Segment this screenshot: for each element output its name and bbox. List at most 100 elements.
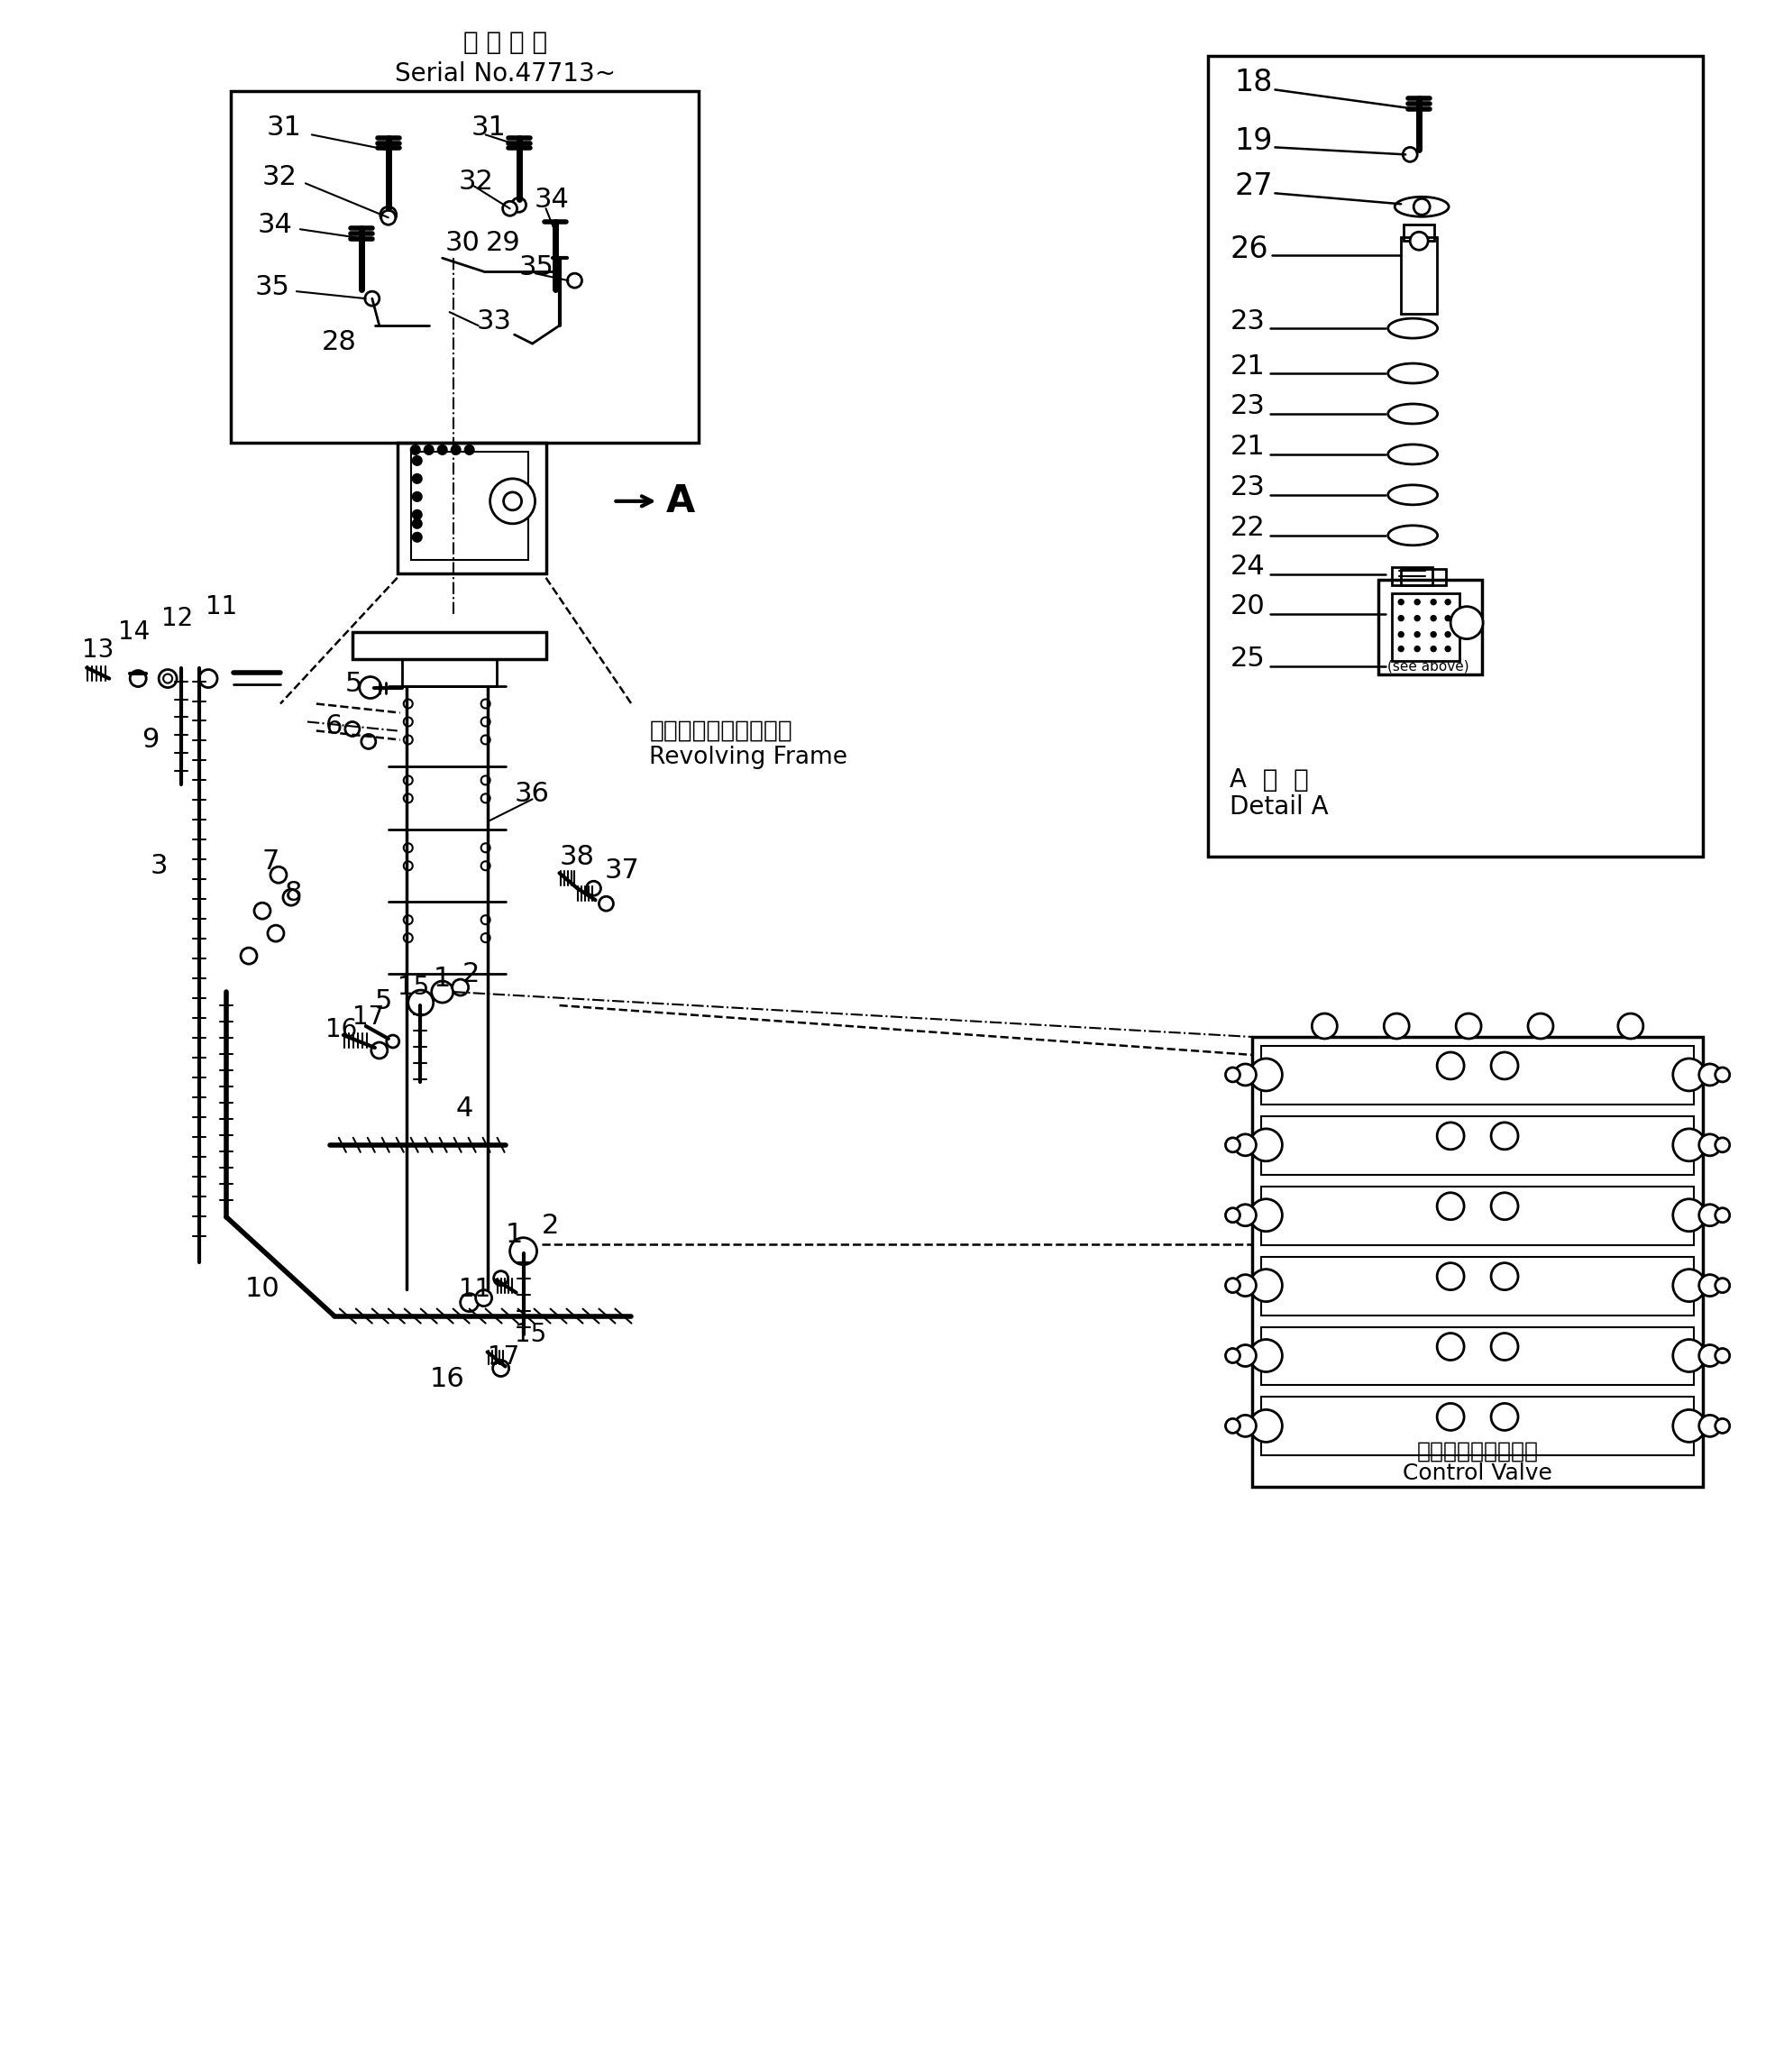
- Text: 16: 16: [430, 1365, 464, 1392]
- Circle shape: [1450, 607, 1483, 638]
- Bar: [351, 632, 546, 659]
- Circle shape: [1431, 632, 1436, 636]
- Ellipse shape: [1388, 485, 1438, 506]
- Bar: [1252, 1036, 1702, 1488]
- Circle shape: [510, 1237, 537, 1264]
- Circle shape: [1311, 1013, 1338, 1038]
- Circle shape: [1235, 1063, 1256, 1086]
- Circle shape: [482, 932, 491, 943]
- Ellipse shape: [1388, 445, 1438, 464]
- Circle shape: [403, 862, 412, 870]
- Text: 30: 30: [444, 230, 480, 255]
- Circle shape: [476, 1291, 492, 1305]
- Circle shape: [491, 479, 535, 524]
- Circle shape: [410, 445, 419, 454]
- Circle shape: [403, 775, 412, 785]
- Circle shape: [403, 932, 412, 943]
- Circle shape: [403, 698, 412, 709]
- Circle shape: [1399, 599, 1404, 605]
- Text: 38: 38: [560, 843, 594, 870]
- Circle shape: [1491, 1053, 1518, 1080]
- Circle shape: [466, 445, 475, 454]
- Text: 適 用 号 機: 適 用 号 機: [464, 29, 548, 54]
- Text: Serial No.47713~: Serial No.47713~: [394, 60, 615, 87]
- Text: A  詳  細: A 詳 細: [1229, 767, 1309, 794]
- Text: 8: 8: [285, 881, 303, 905]
- Circle shape: [1399, 615, 1404, 622]
- Circle shape: [482, 717, 491, 727]
- Circle shape: [503, 201, 517, 215]
- Circle shape: [1251, 1270, 1283, 1301]
- Text: 14: 14: [118, 620, 150, 644]
- Circle shape: [1491, 1264, 1518, 1291]
- Circle shape: [1399, 632, 1404, 636]
- Circle shape: [366, 292, 380, 307]
- Circle shape: [1673, 1200, 1706, 1231]
- Text: 13: 13: [82, 636, 114, 663]
- Text: 21: 21: [1229, 352, 1265, 379]
- Circle shape: [412, 493, 421, 501]
- Bar: [230, 91, 699, 443]
- Circle shape: [403, 717, 412, 727]
- Bar: [1400, 238, 1438, 313]
- Circle shape: [1415, 615, 1420, 622]
- Circle shape: [1235, 1345, 1256, 1365]
- Circle shape: [1226, 1419, 1240, 1434]
- Circle shape: [1438, 1053, 1465, 1080]
- Circle shape: [1251, 1129, 1283, 1160]
- Circle shape: [1491, 1403, 1518, 1430]
- Circle shape: [1698, 1274, 1720, 1297]
- Bar: [1392, 568, 1433, 584]
- Ellipse shape: [1388, 526, 1438, 545]
- Text: 22: 22: [1229, 516, 1265, 541]
- Circle shape: [453, 980, 469, 995]
- Text: 7: 7: [262, 847, 280, 874]
- Circle shape: [1698, 1133, 1720, 1156]
- Text: 21: 21: [1229, 433, 1265, 460]
- Circle shape: [1399, 646, 1404, 651]
- Ellipse shape: [1388, 319, 1438, 338]
- Circle shape: [1431, 615, 1436, 622]
- Bar: [1400, 568, 1447, 584]
- Text: 2: 2: [462, 961, 480, 986]
- Circle shape: [1409, 232, 1427, 251]
- Circle shape: [425, 445, 434, 454]
- Circle shape: [1491, 1193, 1518, 1220]
- Bar: [398, 443, 546, 574]
- Text: (see above): (see above): [1388, 659, 1470, 673]
- Bar: [1208, 56, 1702, 858]
- Circle shape: [412, 533, 421, 541]
- Circle shape: [1438, 1264, 1465, 1291]
- Circle shape: [482, 698, 491, 709]
- Circle shape: [1235, 1274, 1256, 1297]
- Bar: [1404, 224, 1434, 240]
- Text: 17: 17: [487, 1345, 519, 1370]
- Bar: [1261, 1117, 1693, 1175]
- Bar: [1261, 1187, 1693, 1245]
- Text: 25: 25: [1229, 646, 1265, 671]
- Circle shape: [387, 1036, 400, 1048]
- Circle shape: [253, 903, 271, 920]
- Text: 36: 36: [514, 781, 549, 806]
- Circle shape: [403, 794, 412, 802]
- Ellipse shape: [1388, 363, 1438, 383]
- Circle shape: [1402, 147, 1416, 162]
- Text: 19: 19: [1235, 126, 1272, 155]
- Circle shape: [1235, 1204, 1256, 1227]
- Circle shape: [494, 1270, 508, 1285]
- Text: 23: 23: [1229, 394, 1265, 421]
- Circle shape: [1618, 1013, 1643, 1038]
- Text: 9: 9: [141, 727, 159, 752]
- Text: 31: 31: [268, 114, 301, 141]
- Bar: [1261, 1326, 1693, 1386]
- Text: 15: 15: [398, 974, 430, 1001]
- Circle shape: [1226, 1349, 1240, 1363]
- Bar: [1379, 580, 1483, 673]
- Text: 37: 37: [605, 858, 639, 883]
- Circle shape: [1413, 199, 1429, 215]
- Bar: [401, 659, 496, 686]
- Text: 33: 33: [476, 309, 512, 334]
- Circle shape: [503, 493, 521, 510]
- Text: コントロールバルブ: コントロールバルブ: [1416, 1440, 1538, 1463]
- Text: レボルビングフレーム: レボルビングフレーム: [649, 719, 792, 742]
